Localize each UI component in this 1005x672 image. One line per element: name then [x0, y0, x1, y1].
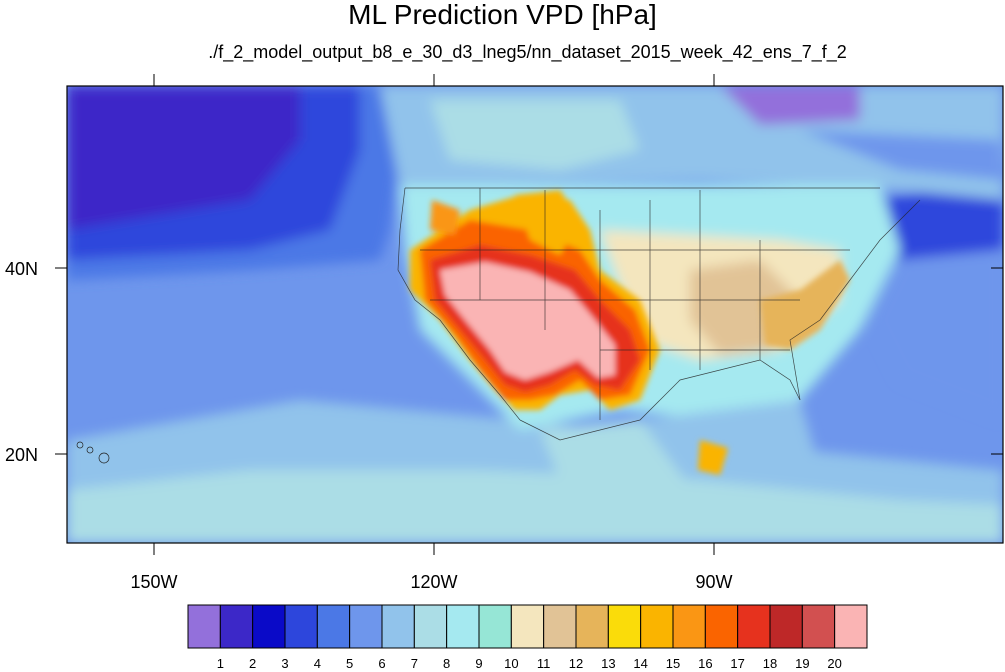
colorbar-label: 20	[827, 656, 841, 671]
colorbar-swatch	[252, 604, 286, 649]
axis-ticks	[55, 74, 1003, 555]
colorbar-swatch	[672, 604, 706, 649]
colorbar-swatch	[834, 604, 868, 649]
colorbar-label: 2	[249, 656, 256, 671]
colorbar-swatch	[446, 604, 480, 649]
y-tick-20n: 20N	[5, 445, 38, 465]
x-tick-labels: 150W 120W 90W	[130, 572, 732, 592]
colorbar-label: 17	[730, 656, 744, 671]
colorbar-swatch	[349, 604, 383, 649]
map-subtitle: ./f_2_model_output_b8_e_30_d3_lneg5/nn_d…	[208, 42, 847, 62]
colorbar-label: 8	[443, 656, 450, 671]
colorbar-label: 15	[666, 656, 680, 671]
colorbar-label: 10	[504, 656, 518, 671]
colorbar-label: 7	[411, 656, 418, 671]
colorbar-label: 9	[475, 656, 482, 671]
colorbar-label: 13	[601, 656, 615, 671]
plot-frame	[66, 85, 1004, 544]
colorbar-label: 12	[569, 656, 583, 671]
colorbar-label: 11	[537, 656, 551, 671]
colorbar-swatch	[640, 604, 674, 649]
colorbar-swatch	[704, 604, 739, 649]
colorbar-label: 18	[763, 656, 777, 671]
colorbar-swatch	[381, 604, 415, 649]
colorbar-label: 19	[795, 656, 809, 671]
colorbar	[187, 604, 868, 649]
colorbar-swatch	[478, 604, 512, 649]
colorbar-label: 1	[217, 656, 224, 671]
colorbar-label: 16	[698, 656, 712, 671]
colorbar-swatch	[543, 604, 577, 649]
x-tick-150w: 150W	[130, 572, 177, 592]
colorbar-label: 5	[346, 656, 353, 671]
x-tick-90w: 90W	[695, 572, 732, 592]
colorbar-label: 3	[281, 656, 288, 671]
colorbar-labels: 1 2 3 4 5 6 7 8 9 10 11 12 13 14 15 16 17 18 19 20	[217, 656, 842, 671]
colorbar-swatch	[607, 604, 642, 649]
colorbar-swatch	[284, 604, 318, 649]
x-tick-120w: 120W	[410, 572, 457, 592]
vpd-field	[67, 86, 1003, 543]
colorbar-swatch	[316, 604, 351, 649]
colorbar-swatch	[575, 604, 609, 649]
colorbar-swatch	[219, 604, 254, 649]
y-tick-labels: 40N 20N	[5, 259, 38, 465]
colorbar-swatch	[737, 604, 771, 649]
colorbar-swatch	[187, 604, 221, 649]
colorbar-label: 14	[633, 656, 647, 671]
colorbar-label: 4	[314, 656, 321, 671]
colorbar-label: 6	[378, 656, 385, 671]
colorbar-swatch	[769, 604, 803, 649]
map-title: ML Prediction VPD [hPa]	[348, 0, 657, 30]
colorbar-swatch	[801, 604, 836, 649]
colorbar-swatch	[413, 604, 448, 649]
colorbar-swatch	[510, 604, 545, 649]
y-tick-40n: 40N	[5, 259, 38, 279]
